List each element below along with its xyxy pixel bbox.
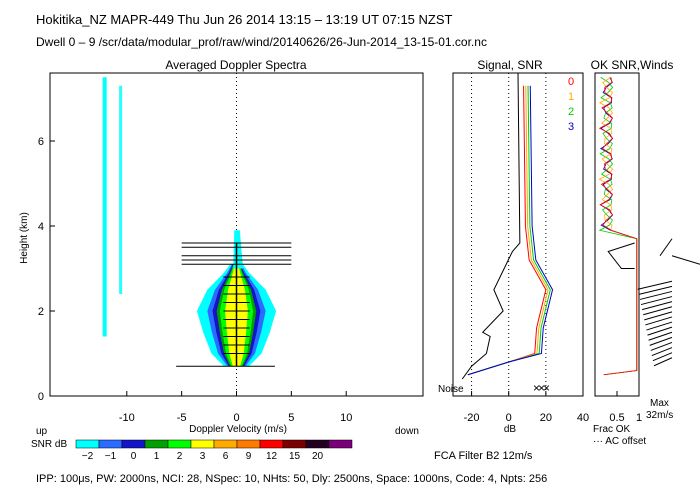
colorbar-swatch-2 — [121, 439, 146, 449]
colorbar-swatch-5 — [190, 439, 215, 449]
colorbar-level-label: −2 — [82, 451, 94, 462]
noise-marker: × — [533, 381, 540, 395]
noise-marker: × — [543, 381, 550, 395]
wind-vector — [647, 326, 673, 336]
spectra-ytick-label: 4 — [38, 221, 44, 233]
colorbar-level-label: 9 — [246, 451, 252, 462]
header-dwell-path: Dwell 0 – 9 /scr/data/modular_prof/raw/w… — [36, 35, 487, 49]
wind-vector — [645, 316, 673, 326]
spectra-upper-plume — [233, 230, 244, 269]
footer-params: IPP: 100μs, PW: 2000ns, NCI: 28, NSpec: … — [36, 473, 548, 485]
wind-vector — [638, 285, 673, 295]
signal-title: Signal, SNR — [477, 58, 543, 72]
signal-xtick-label: 0 — [506, 412, 512, 424]
header-title: Hokitika_NZ MAPR-449 Thu Jun 26 2014 13:… — [36, 12, 453, 27]
wind-vector — [650, 341, 673, 351]
wind-vector — [639, 290, 673, 300]
colorbar-level-label: 3 — [200, 451, 206, 462]
spectra-xtick-label: 5 — [288, 412, 294, 424]
colorbar-swatch-3 — [144, 439, 169, 449]
wind-vector — [648, 331, 673, 341]
legend-down: down — [395, 426, 419, 437]
ok-curve-0 — [599, 77, 638, 376]
spectra-xtick-label: -5 — [177, 412, 187, 424]
legend-up: up — [36, 426, 48, 437]
ok-title: OK SNR,Winds — [591, 58, 674, 72]
wind-vector — [637, 280, 673, 290]
colorbar-level-label: 20 — [312, 451, 324, 462]
colorbar-swatch-4 — [167, 439, 192, 449]
colorbar-level-label: 2 — [177, 451, 183, 462]
wind-vector-upper — [659, 238, 673, 257]
signal-curve — [461, 72, 521, 380]
wind-vector — [646, 321, 673, 331]
colorbar-swatch-6 — [213, 439, 238, 449]
wind-vector — [640, 296, 673, 306]
filter-label: FCA Filter B2 12m/s — [434, 450, 533, 462]
spectra-ytick-label: 0 — [38, 391, 44, 403]
wind-vector — [653, 357, 673, 367]
ok-curve-3 — [598, 77, 638, 376]
spectra-ytick-label: 2 — [38, 306, 44, 318]
colorbar-level-label: 0 — [131, 451, 137, 462]
max-label: Max — [650, 398, 669, 409]
wind-vector — [652, 352, 673, 362]
signal-xlabel: dB — [504, 424, 517, 435]
spectra-xlabel: Doppler Velocity (m/s) — [189, 424, 287, 435]
colorbar-swatch-1 — [98, 439, 123, 449]
noise-marker: × — [538, 381, 545, 395]
snr-legend-1: 1 — [568, 91, 574, 103]
ok-xtick-label: 1 — [636, 412, 642, 424]
signal-frame — [452, 72, 584, 397]
wind-vector — [641, 301, 673, 311]
spectra-xtick-label: 0 — [233, 412, 239, 424]
frac-ok-label: Frac OK — [593, 424, 631, 435]
signal-xtick-label: 40 — [577, 412, 589, 424]
spectra-title: Averaged Doppler Spectra — [165, 58, 307, 72]
snr-curve-0 — [467, 85, 547, 376]
colorbar-swatch-9 — [282, 439, 307, 449]
legend-snr-label: SNR dB — [31, 439, 67, 450]
colorbar-level-label: 6 — [223, 451, 229, 462]
clutter-streak-left — [102, 77, 107, 337]
ok-curve-2 — [598, 76, 638, 376]
snr-curve-3 — [467, 85, 554, 376]
spectra-xtick-label: 10 — [340, 412, 352, 424]
wind-vector-upper — [671, 255, 700, 265]
ok-xtick-label: 0.5 — [609, 412, 624, 424]
spectra-xtick-label: -10 — [119, 412, 135, 424]
ac-offset-label: ··· AC offset — [593, 436, 646, 447]
max-value: 32m/s — [646, 410, 673, 421]
snr-legend-2: 2 — [568, 106, 574, 118]
noise-label: Noise — [438, 384, 464, 395]
colorbar-swatch-10 — [305, 439, 330, 449]
colorbar-swatch-7 — [236, 439, 261, 449]
wind-vector — [644, 311, 673, 321]
wind-vector — [643, 306, 673, 316]
colorbar-swatch-11 — [328, 439, 353, 449]
signal-xtick-label: -20 — [464, 412, 480, 424]
snr-legend-3: 3 — [568, 121, 574, 133]
colorbar-level-label: 15 — [289, 451, 301, 462]
colorbar-level-label: 1 — [154, 451, 160, 462]
snr-legend-0: 0 — [568, 76, 574, 88]
colorbar-level-label: −1 — [105, 451, 117, 462]
ac-offset-curve — [607, 242, 635, 269]
clutter-streak-right — [119, 85, 123, 294]
spectra-ytick-label: 6 — [38, 136, 44, 148]
wind-vector — [651, 347, 673, 357]
ok-curve-1 — [598, 76, 638, 376]
colorbar-swatch-8 — [259, 439, 284, 449]
signal-xtick-label: 20 — [540, 412, 552, 424]
spectra-ylabel: Height (km) — [19, 212, 30, 264]
colorbar-swatch-0 — [75, 439, 100, 449]
wind-vector — [649, 336, 673, 346]
colorbar-level-label: 12 — [266, 451, 278, 462]
